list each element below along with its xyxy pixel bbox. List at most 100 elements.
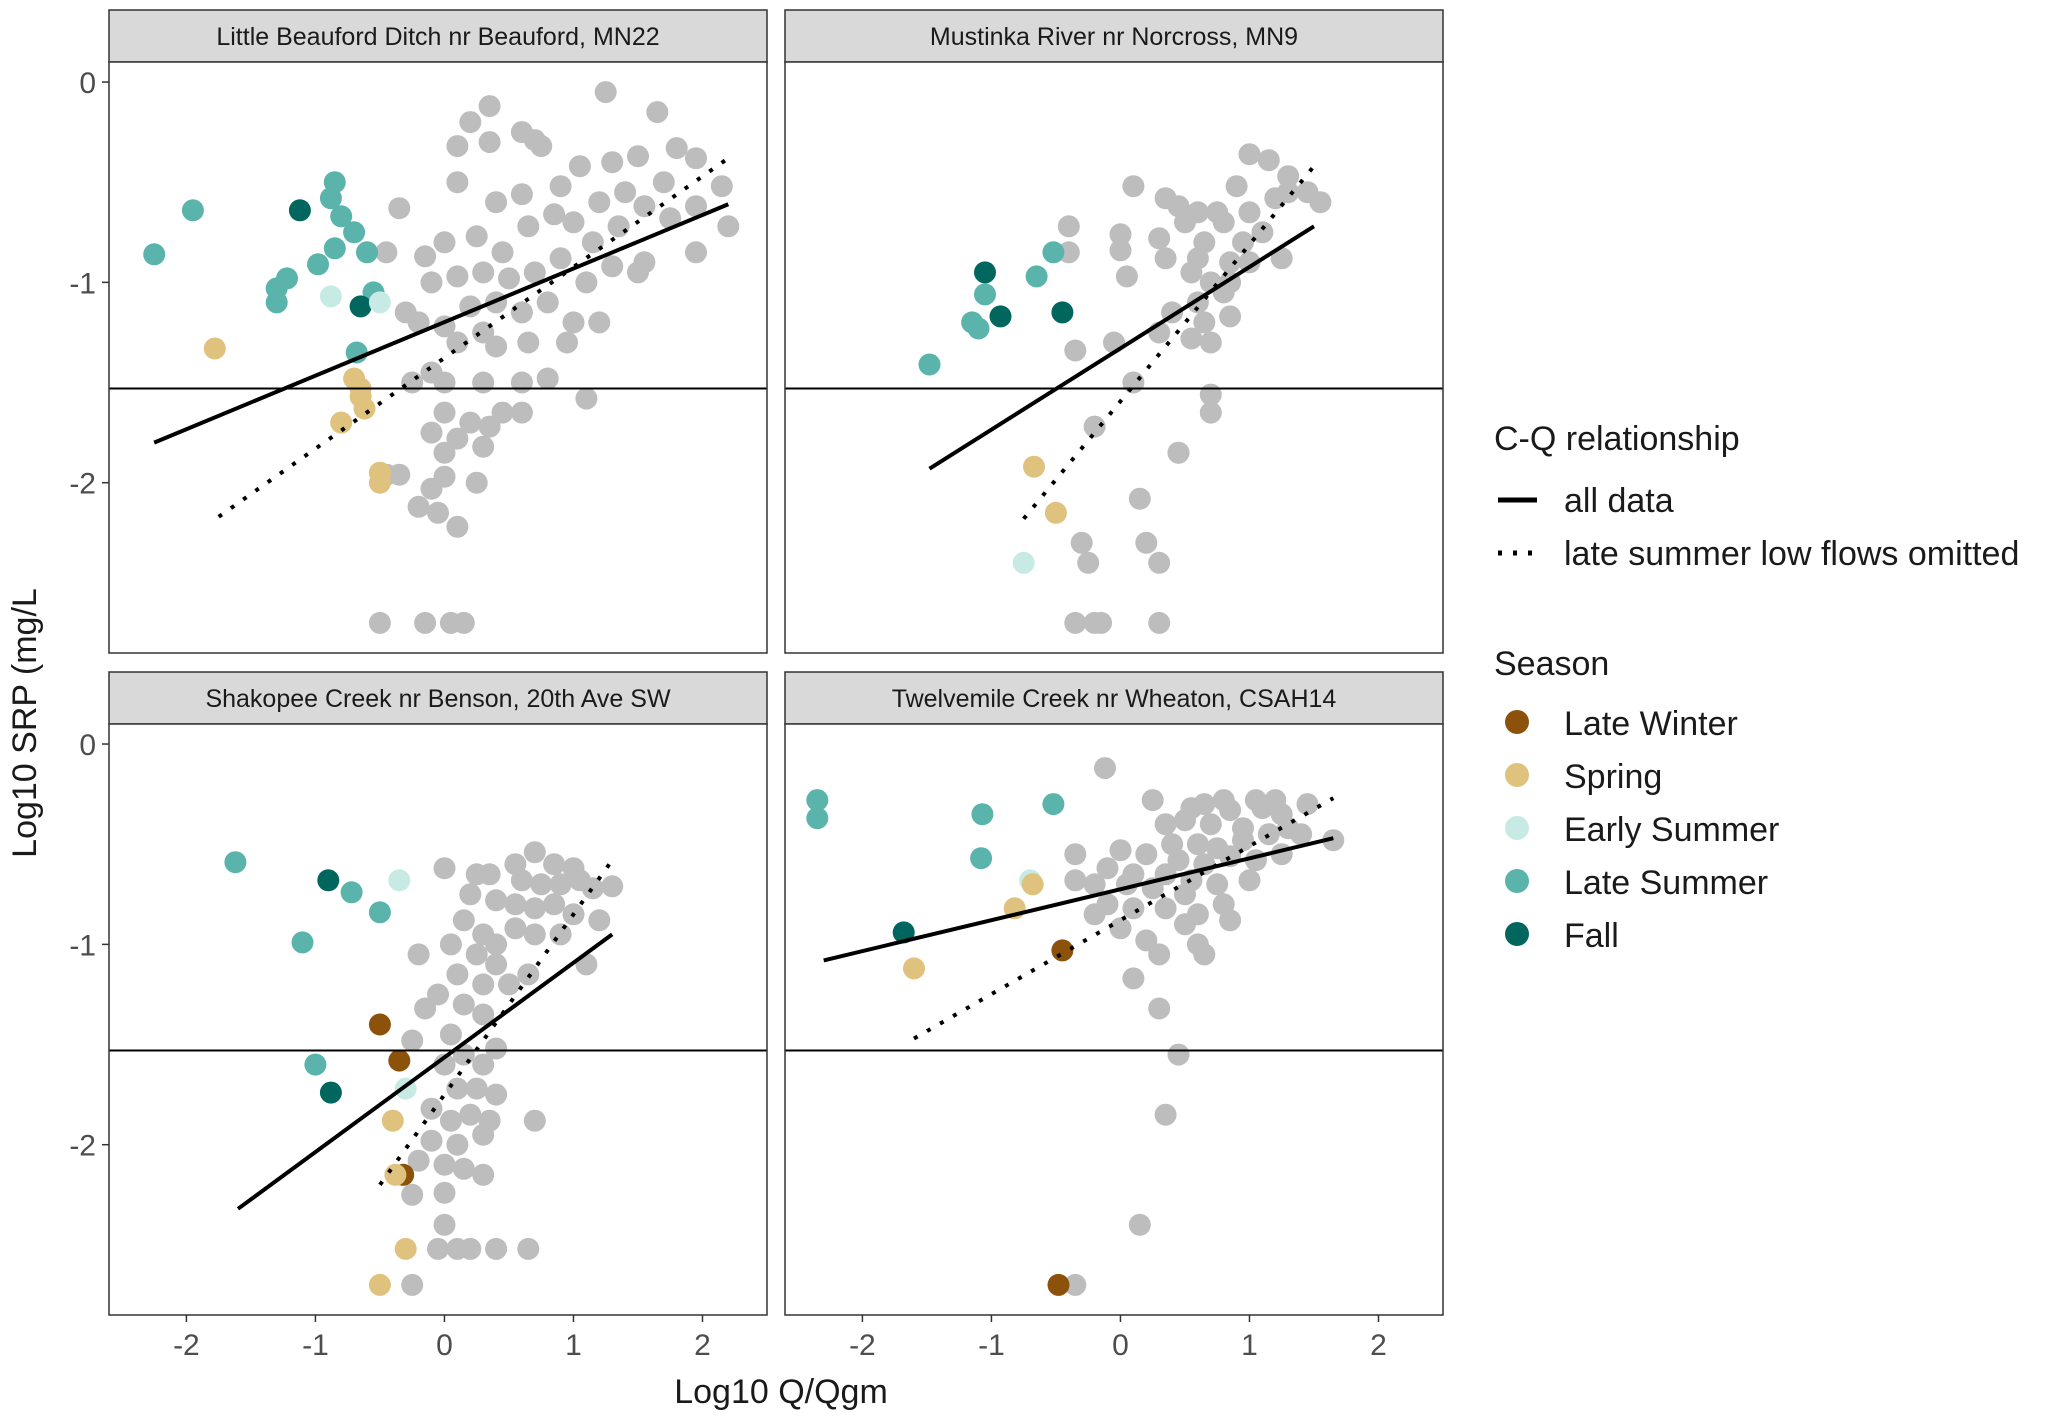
data-point [459,883,482,906]
data-point [491,241,514,264]
data-point [1128,487,1151,510]
data-point [562,211,585,234]
y-axis-title: Log10 SRP (mg/L [6,588,44,858]
data-point [568,155,591,178]
data-point [1277,165,1300,188]
data-point [1257,149,1280,172]
fit-line-omitted [1022,164,1316,521]
panel-2: Mustinka River nr Norcross, MN9 [784,9,1444,654]
x-tick-label: 1 [565,1329,582,1362]
data-point [1154,247,1177,270]
data-point [1154,1103,1177,1126]
data-point [459,1103,482,1126]
data-point [1193,943,1216,966]
panel-strip [784,9,1444,63]
panel-border [108,61,768,654]
data-point [472,261,495,284]
data-point [478,95,501,118]
data-point [465,225,488,248]
data-point [556,331,578,354]
data-point [427,983,449,1006]
x-tick-label: -2 [173,1329,200,1362]
data-point [446,331,469,354]
data-point [1042,793,1065,816]
data-point [1174,913,1196,936]
data-point [1021,873,1044,896]
data-point [388,869,411,892]
legend: C-Q relationship all data late summer lo… [1494,420,2019,955]
data-point [330,411,353,434]
data-point [291,931,314,954]
data-point [420,1129,443,1152]
panel-background [785,724,1443,1315]
data-point [439,1109,462,1132]
data-point [1141,789,1164,812]
fit-line-all-data [928,224,1316,471]
data-point [1232,829,1254,852]
data-point [1122,897,1145,920]
data-point [510,183,533,206]
panel-title: Shakopee Creek nr Benson, 20th Ave SW [205,685,671,713]
data-point [1077,551,1100,574]
data-point [446,963,469,986]
data-point [1122,967,1145,990]
legend-season-title: Season [1494,645,1609,683]
data-point [446,515,469,538]
data-point [1135,531,1158,554]
data-point [517,215,540,238]
data-point [304,1053,327,1076]
data-point [368,471,391,494]
data-point [485,191,508,214]
data-point [607,215,630,238]
data-point [717,215,740,238]
data-point [446,427,469,450]
data-point [478,863,501,886]
data-point [181,199,204,222]
data-point [472,1123,495,1146]
legend-label-early-summer: Early Summer [1564,811,1779,849]
data-point [1115,265,1138,288]
data-point [472,435,495,458]
data-point [1064,843,1087,866]
data-point [614,181,637,204]
data-point [465,1077,488,1100]
data-point [446,1077,469,1100]
data-point [420,271,443,294]
data-point [407,311,430,334]
x-tick-label: -1 [302,1329,329,1362]
data-point [517,1237,540,1260]
data-point [627,261,649,284]
data-point [288,199,311,222]
fit-line-all-data [236,932,614,1211]
data-point [1122,371,1145,394]
data-point [1219,251,1242,274]
data-point [356,241,378,264]
data-point [601,255,624,278]
data-point [1135,843,1158,866]
data-point [588,191,611,214]
data-point [549,923,572,946]
data-point [420,421,443,444]
legend-label-spring: Spring [1564,758,1662,796]
data-point [1070,531,1093,554]
data-point [439,933,462,956]
data-point [319,187,342,210]
data-point [970,847,993,870]
data-point [1148,227,1171,250]
data-point [394,1237,417,1260]
data-point [523,261,546,284]
data-point [1180,327,1203,350]
data-point [517,331,540,354]
legend-swatch-late-winter [1505,710,1529,734]
data-point [523,897,546,920]
data-point [349,295,372,318]
data-point [903,957,925,980]
data-point [353,397,376,420]
panel-strip [784,671,1444,725]
data-point [330,205,353,228]
data-point [974,283,996,306]
data-point [1025,265,1048,288]
data-point [459,411,482,434]
data-point [384,1163,407,1186]
data-point [536,367,559,390]
